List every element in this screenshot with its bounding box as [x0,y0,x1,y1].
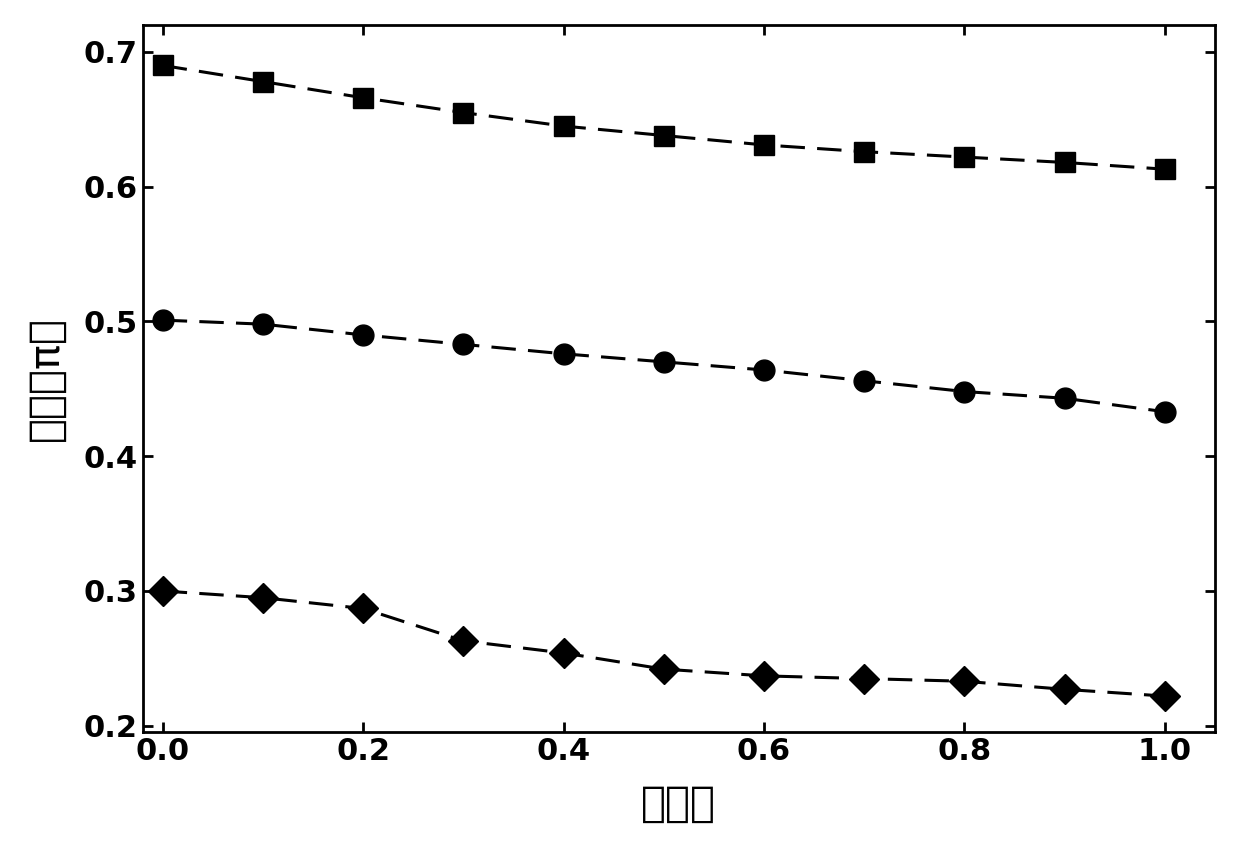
Y-axis label: 相度（π）: 相度（π） [25,316,67,441]
X-axis label: 椾偏率: 椾偏率 [641,783,717,825]
